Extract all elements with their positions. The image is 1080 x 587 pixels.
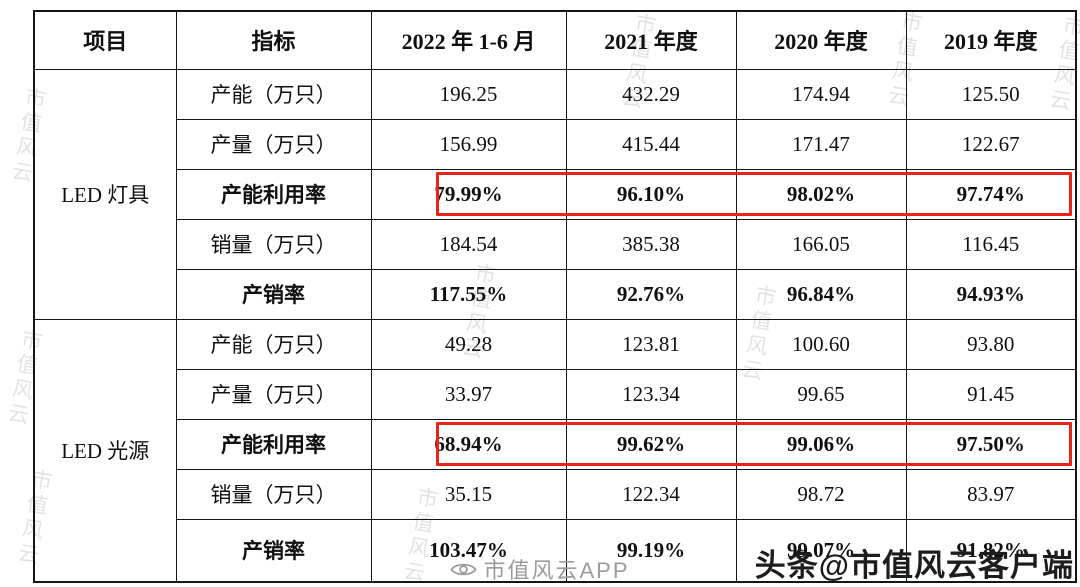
- group-name: LED 光源: [33, 318, 177, 583]
- row-label: 产量（万只）: [175, 118, 372, 170]
- table-row: LED 灯具 产能（万只） 196.25 432.29 174.94 125.50: [33, 68, 1077, 320]
- value-cell: 117.55%: [370, 268, 567, 320]
- value-cell: 33.97: [370, 368, 567, 420]
- value-cell: 432.29: [565, 68, 737, 120]
- value-cell: 94.93%: [905, 268, 1077, 320]
- table-row: 销量（万只） 184.54 385.38 166.05 116.45: [34, 218, 1077, 270]
- value-cell: 103.47%: [370, 518, 567, 583]
- value-cell: 93.80: [905, 318, 1077, 370]
- table-row: 产销率 103.47% 99.19% 99.07% 91.82%: [34, 518, 1077, 583]
- value-cell: 100.60: [735, 318, 907, 370]
- table-row: 产销率 117.55% 92.76% 96.84% 94.93%: [34, 268, 1077, 320]
- value-cell: 122.67: [905, 118, 1077, 170]
- row-label: 产能利用率: [175, 168, 372, 220]
- header-2020: 2020 年度: [735, 10, 907, 70]
- value-cell: 99.19%: [565, 518, 737, 583]
- row-label: 产销率: [175, 268, 372, 320]
- value-cell: 91.82%: [905, 518, 1077, 583]
- value-cell: 98.02%: [735, 168, 907, 220]
- fengyun-eye-icon: [450, 561, 477, 578]
- capacity-utilization-table: 项目 指标 2022 年 1-6 月 2021 年度 2020 年度 2019 …: [33, 10, 1077, 583]
- value-cell: 99.07%: [735, 518, 907, 583]
- value-cell: 125.50: [905, 68, 1077, 120]
- row-label: 产销率: [175, 518, 372, 583]
- value-cell: 171.47: [735, 118, 907, 170]
- footer-watermark: 市值风云APP: [450, 553, 629, 585]
- value-cell: 196.25: [370, 68, 567, 120]
- value-cell: 35.15: [370, 468, 567, 520]
- header-2021: 2021 年度: [565, 10, 737, 70]
- value-cell: 91.45: [905, 368, 1077, 420]
- value-cell: 116.45: [905, 218, 1077, 270]
- row-label: 销量（万只）: [175, 218, 372, 270]
- table-row: 产能利用率 79.99% 96.10% 98.02% 97.74%: [34, 168, 1077, 220]
- value-cell: 83.97: [905, 468, 1077, 520]
- value-cell: 156.99: [370, 118, 567, 170]
- header-indicator: 指标: [175, 10, 372, 70]
- value-cell: 415.44: [565, 118, 737, 170]
- value-cell: 99.65: [735, 368, 907, 420]
- value-cell: 92.76%: [565, 268, 737, 320]
- row-label: 产能（万只）: [175, 318, 372, 370]
- row-label: 产量（万只）: [175, 368, 372, 420]
- table-body: LED 灯具 产能（万只） 196.25 432.29 174.94 125.50 产量（万…: [33, 68, 1077, 583]
- value-cell: 96.10%: [565, 168, 737, 220]
- value-cell: 68.94%: [370, 418, 567, 470]
- table-row: 产量（万只） 33.97 123.34 99.65 91.45: [34, 368, 1077, 420]
- table-header-row: 项目 指标 2022 年 1-6 月 2021 年度 2020 年度 2019 …: [33, 10, 1077, 70]
- value-cell: 79.99%: [370, 168, 567, 220]
- value-cell: 49.28: [370, 318, 567, 370]
- value-cell: 123.34: [565, 368, 737, 420]
- header-2022h1: 2022 年 1-6 月: [370, 10, 567, 70]
- row-label: 销量（万只）: [175, 468, 372, 520]
- table-row: 产量（万只） 156.99 415.44 171.47 122.67: [34, 118, 1077, 170]
- row-label: 产能（万只）: [175, 68, 372, 120]
- value-cell: 174.94: [735, 68, 907, 120]
- table-row: LED 光源 产能（万只） 49.28 123.81 100.60 93.80: [33, 318, 1077, 583]
- header-project: 项目: [33, 10, 177, 70]
- value-cell: 97.50%: [905, 418, 1077, 470]
- value-cell: 123.81: [565, 318, 737, 370]
- value-cell: 166.05: [735, 218, 907, 270]
- value-cell: 385.38: [565, 218, 737, 270]
- footer-watermark-label: 市值风云APP: [483, 558, 630, 583]
- value-cell: 99.06%: [735, 418, 907, 470]
- group-name: LED 灯具: [33, 68, 177, 320]
- value-cell: 184.54: [370, 218, 567, 270]
- value-cell: 98.72: [735, 468, 907, 520]
- value-cell: 97.74%: [905, 168, 1077, 220]
- table-row: 销量（万只） 35.15 122.34 98.72 83.97: [34, 468, 1077, 520]
- value-cell: 122.34: [565, 468, 737, 520]
- value-cell: 99.62%: [565, 418, 737, 470]
- value-cell: 96.84%: [735, 268, 907, 320]
- row-label: 产能利用率: [175, 418, 372, 470]
- table-row: 产能利用率 68.94% 99.62% 99.06% 97.50%: [34, 418, 1077, 470]
- header-2019: 2019 年度: [905, 10, 1077, 70]
- source-credit: 头条@市值风云客户端: [754, 548, 1074, 583]
